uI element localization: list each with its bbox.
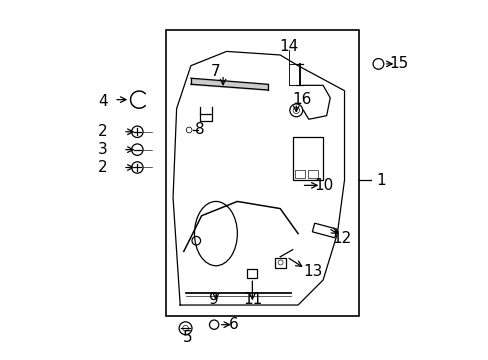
Text: 10: 10 bbox=[313, 178, 333, 193]
Text: 11: 11 bbox=[244, 292, 263, 307]
Text: 7: 7 bbox=[211, 64, 220, 78]
Text: 6: 6 bbox=[228, 317, 238, 332]
Text: 2: 2 bbox=[98, 124, 107, 139]
Bar bbox=[274, 257, 285, 267]
Text: 5: 5 bbox=[182, 330, 192, 345]
Bar bbox=[294, 170, 304, 178]
Text: 13: 13 bbox=[303, 264, 322, 279]
Text: 9: 9 bbox=[209, 292, 219, 307]
Bar bbox=[312, 223, 336, 238]
Text: 14: 14 bbox=[279, 39, 298, 54]
Bar bbox=[292, 137, 323, 180]
Text: 8: 8 bbox=[195, 122, 204, 138]
Text: 16: 16 bbox=[292, 92, 311, 107]
Text: 4: 4 bbox=[98, 94, 107, 109]
Bar bbox=[247, 269, 257, 278]
Text: 3: 3 bbox=[98, 142, 107, 157]
Text: 12: 12 bbox=[331, 231, 350, 247]
Bar bbox=[165, 30, 358, 316]
Text: 2: 2 bbox=[98, 160, 107, 175]
Text: 15: 15 bbox=[388, 57, 407, 71]
Text: 1: 1 bbox=[376, 172, 386, 188]
Bar bbox=[307, 170, 317, 178]
